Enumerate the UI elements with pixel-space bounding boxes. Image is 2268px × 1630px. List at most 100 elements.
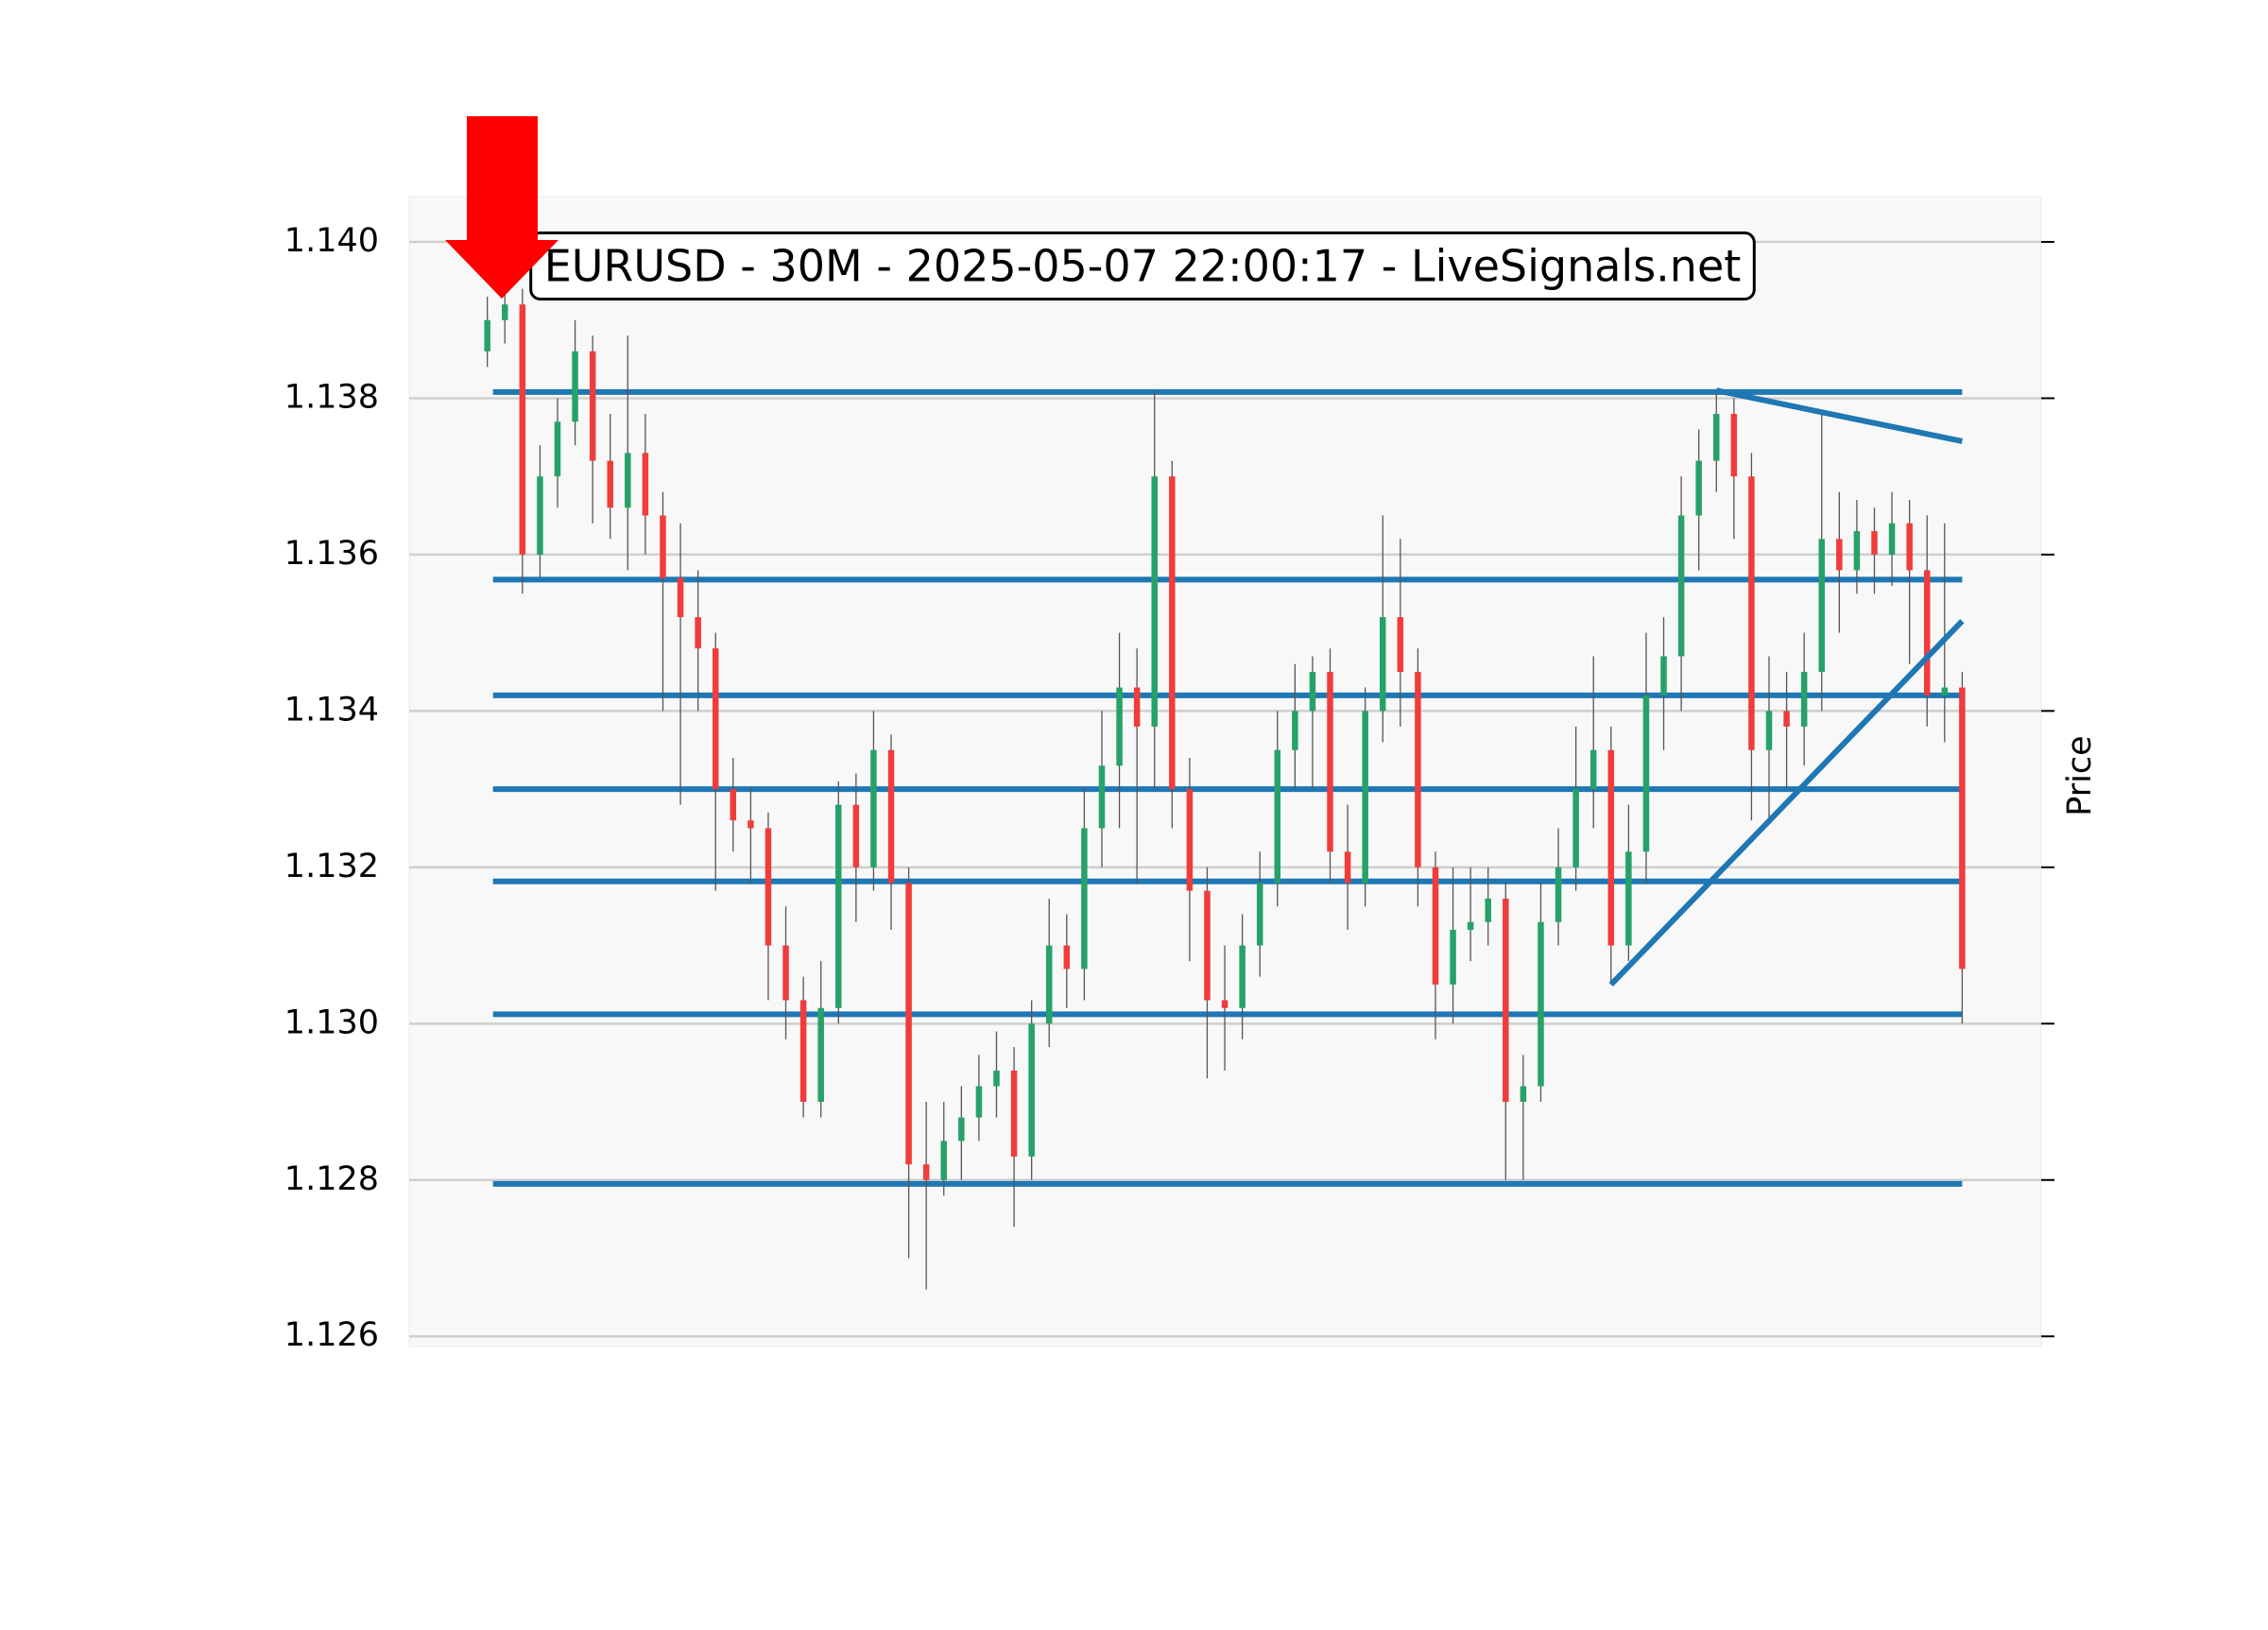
candle-body xyxy=(993,1070,1000,1087)
y-tick-label: 1.140 xyxy=(284,222,379,260)
candle-body xyxy=(1959,687,1966,969)
candle-body xyxy=(1239,945,1246,1008)
candle-body xyxy=(852,804,860,867)
y-tick-label: 1.132 xyxy=(284,848,379,885)
candle-body xyxy=(870,749,877,867)
candle-body xyxy=(1186,789,1194,891)
candle-body xyxy=(1888,523,1896,555)
candle-body xyxy=(975,1086,983,1118)
candle-body xyxy=(589,351,596,461)
candle-body xyxy=(1063,945,1071,969)
y-tick-label: 1.136 xyxy=(284,535,379,573)
candle-body xyxy=(1748,476,1755,750)
candle-body xyxy=(1010,1070,1018,1157)
candle-body xyxy=(502,304,508,320)
candle-body xyxy=(747,820,754,829)
candle-body xyxy=(1485,898,1491,922)
candle-body xyxy=(817,1007,824,1103)
candle-body xyxy=(1081,828,1088,969)
candle-body xyxy=(1169,476,1176,790)
candle-body xyxy=(1380,617,1386,712)
candle-body xyxy=(1256,883,1263,946)
candle-body xyxy=(887,749,895,884)
candle-body xyxy=(1151,476,1158,727)
candle-body xyxy=(1520,1086,1527,1103)
candle-body xyxy=(1730,413,1738,477)
candle-body xyxy=(537,476,543,555)
candle-body xyxy=(905,883,912,1165)
candle-body xyxy=(1045,945,1053,1024)
candle-body xyxy=(1538,921,1544,1087)
candle-body xyxy=(625,453,631,508)
y-tick-label: 1.138 xyxy=(284,378,379,416)
candle-body xyxy=(712,648,719,790)
candle-body xyxy=(1572,789,1579,867)
candle-body xyxy=(1450,930,1456,985)
candle-body xyxy=(572,351,578,422)
candle-body xyxy=(695,617,701,649)
candle-body xyxy=(835,804,842,1008)
candle-body xyxy=(642,453,649,516)
candle-body xyxy=(1133,687,1141,727)
candle-body xyxy=(1362,711,1368,884)
candle-body xyxy=(1589,749,1597,790)
candle-body xyxy=(1503,898,1509,1103)
trend-line xyxy=(1715,387,1963,444)
candle-body xyxy=(554,421,561,477)
candle-body xyxy=(958,1117,965,1141)
candle-body xyxy=(660,515,666,578)
chart-title: EURUSD - 30M - 2025-05-07 22:00:17 - Liv… xyxy=(544,241,1742,292)
candle-body xyxy=(1467,921,1474,931)
candle-body xyxy=(1941,687,1949,695)
candle-body xyxy=(1695,460,1702,516)
candle-body xyxy=(782,945,789,1001)
candle-body xyxy=(1783,711,1790,727)
signal-arrow xyxy=(445,116,558,299)
candle-body xyxy=(1415,672,1421,867)
candle-body xyxy=(1607,749,1615,946)
candle-body xyxy=(1625,851,1632,946)
candle-body xyxy=(1432,866,1439,985)
candle-body xyxy=(1309,672,1316,712)
candle-body xyxy=(1344,851,1351,884)
y-tick-label: 1.134 xyxy=(284,691,379,729)
candle-body xyxy=(484,319,490,352)
candle-body xyxy=(922,1164,930,1180)
candle-body xyxy=(1327,672,1333,852)
candle-body xyxy=(1906,523,1913,571)
candle-body xyxy=(1397,617,1404,673)
candle-body xyxy=(607,460,613,508)
candle-body xyxy=(730,789,737,821)
y-tick-label: 1.126 xyxy=(284,1316,379,1354)
trend-line xyxy=(1608,619,1965,987)
candle-body xyxy=(1555,866,1562,922)
y-tick-label: 1.130 xyxy=(284,1004,379,1041)
candle-body xyxy=(1221,1000,1228,1008)
candle-body xyxy=(1836,539,1843,571)
candle-body xyxy=(1800,672,1808,727)
candle-body xyxy=(1292,711,1298,750)
candle-body xyxy=(940,1141,948,1180)
candle-body xyxy=(765,828,772,946)
candle-body xyxy=(1098,765,1106,829)
candle-body xyxy=(1660,656,1667,695)
candle-body xyxy=(1713,413,1720,461)
candle-body xyxy=(1028,1023,1035,1157)
candle-body xyxy=(1677,515,1685,657)
candle-body xyxy=(677,577,684,618)
candle-body xyxy=(519,304,526,555)
candle-body xyxy=(1923,570,1931,695)
candle-body xyxy=(1204,890,1211,1001)
candle-body xyxy=(1853,531,1861,571)
candle-body xyxy=(1871,531,1878,555)
candle-body xyxy=(1765,711,1773,750)
candle-body xyxy=(1274,749,1281,884)
candle-body xyxy=(1642,695,1650,852)
y-tick-label: 1.128 xyxy=(284,1160,379,1198)
candle-body xyxy=(799,1000,807,1103)
candle-body xyxy=(1818,539,1826,673)
plot-area xyxy=(408,196,2042,1347)
candle-body xyxy=(1116,687,1123,766)
y-axis-label: Price xyxy=(2061,735,2099,815)
